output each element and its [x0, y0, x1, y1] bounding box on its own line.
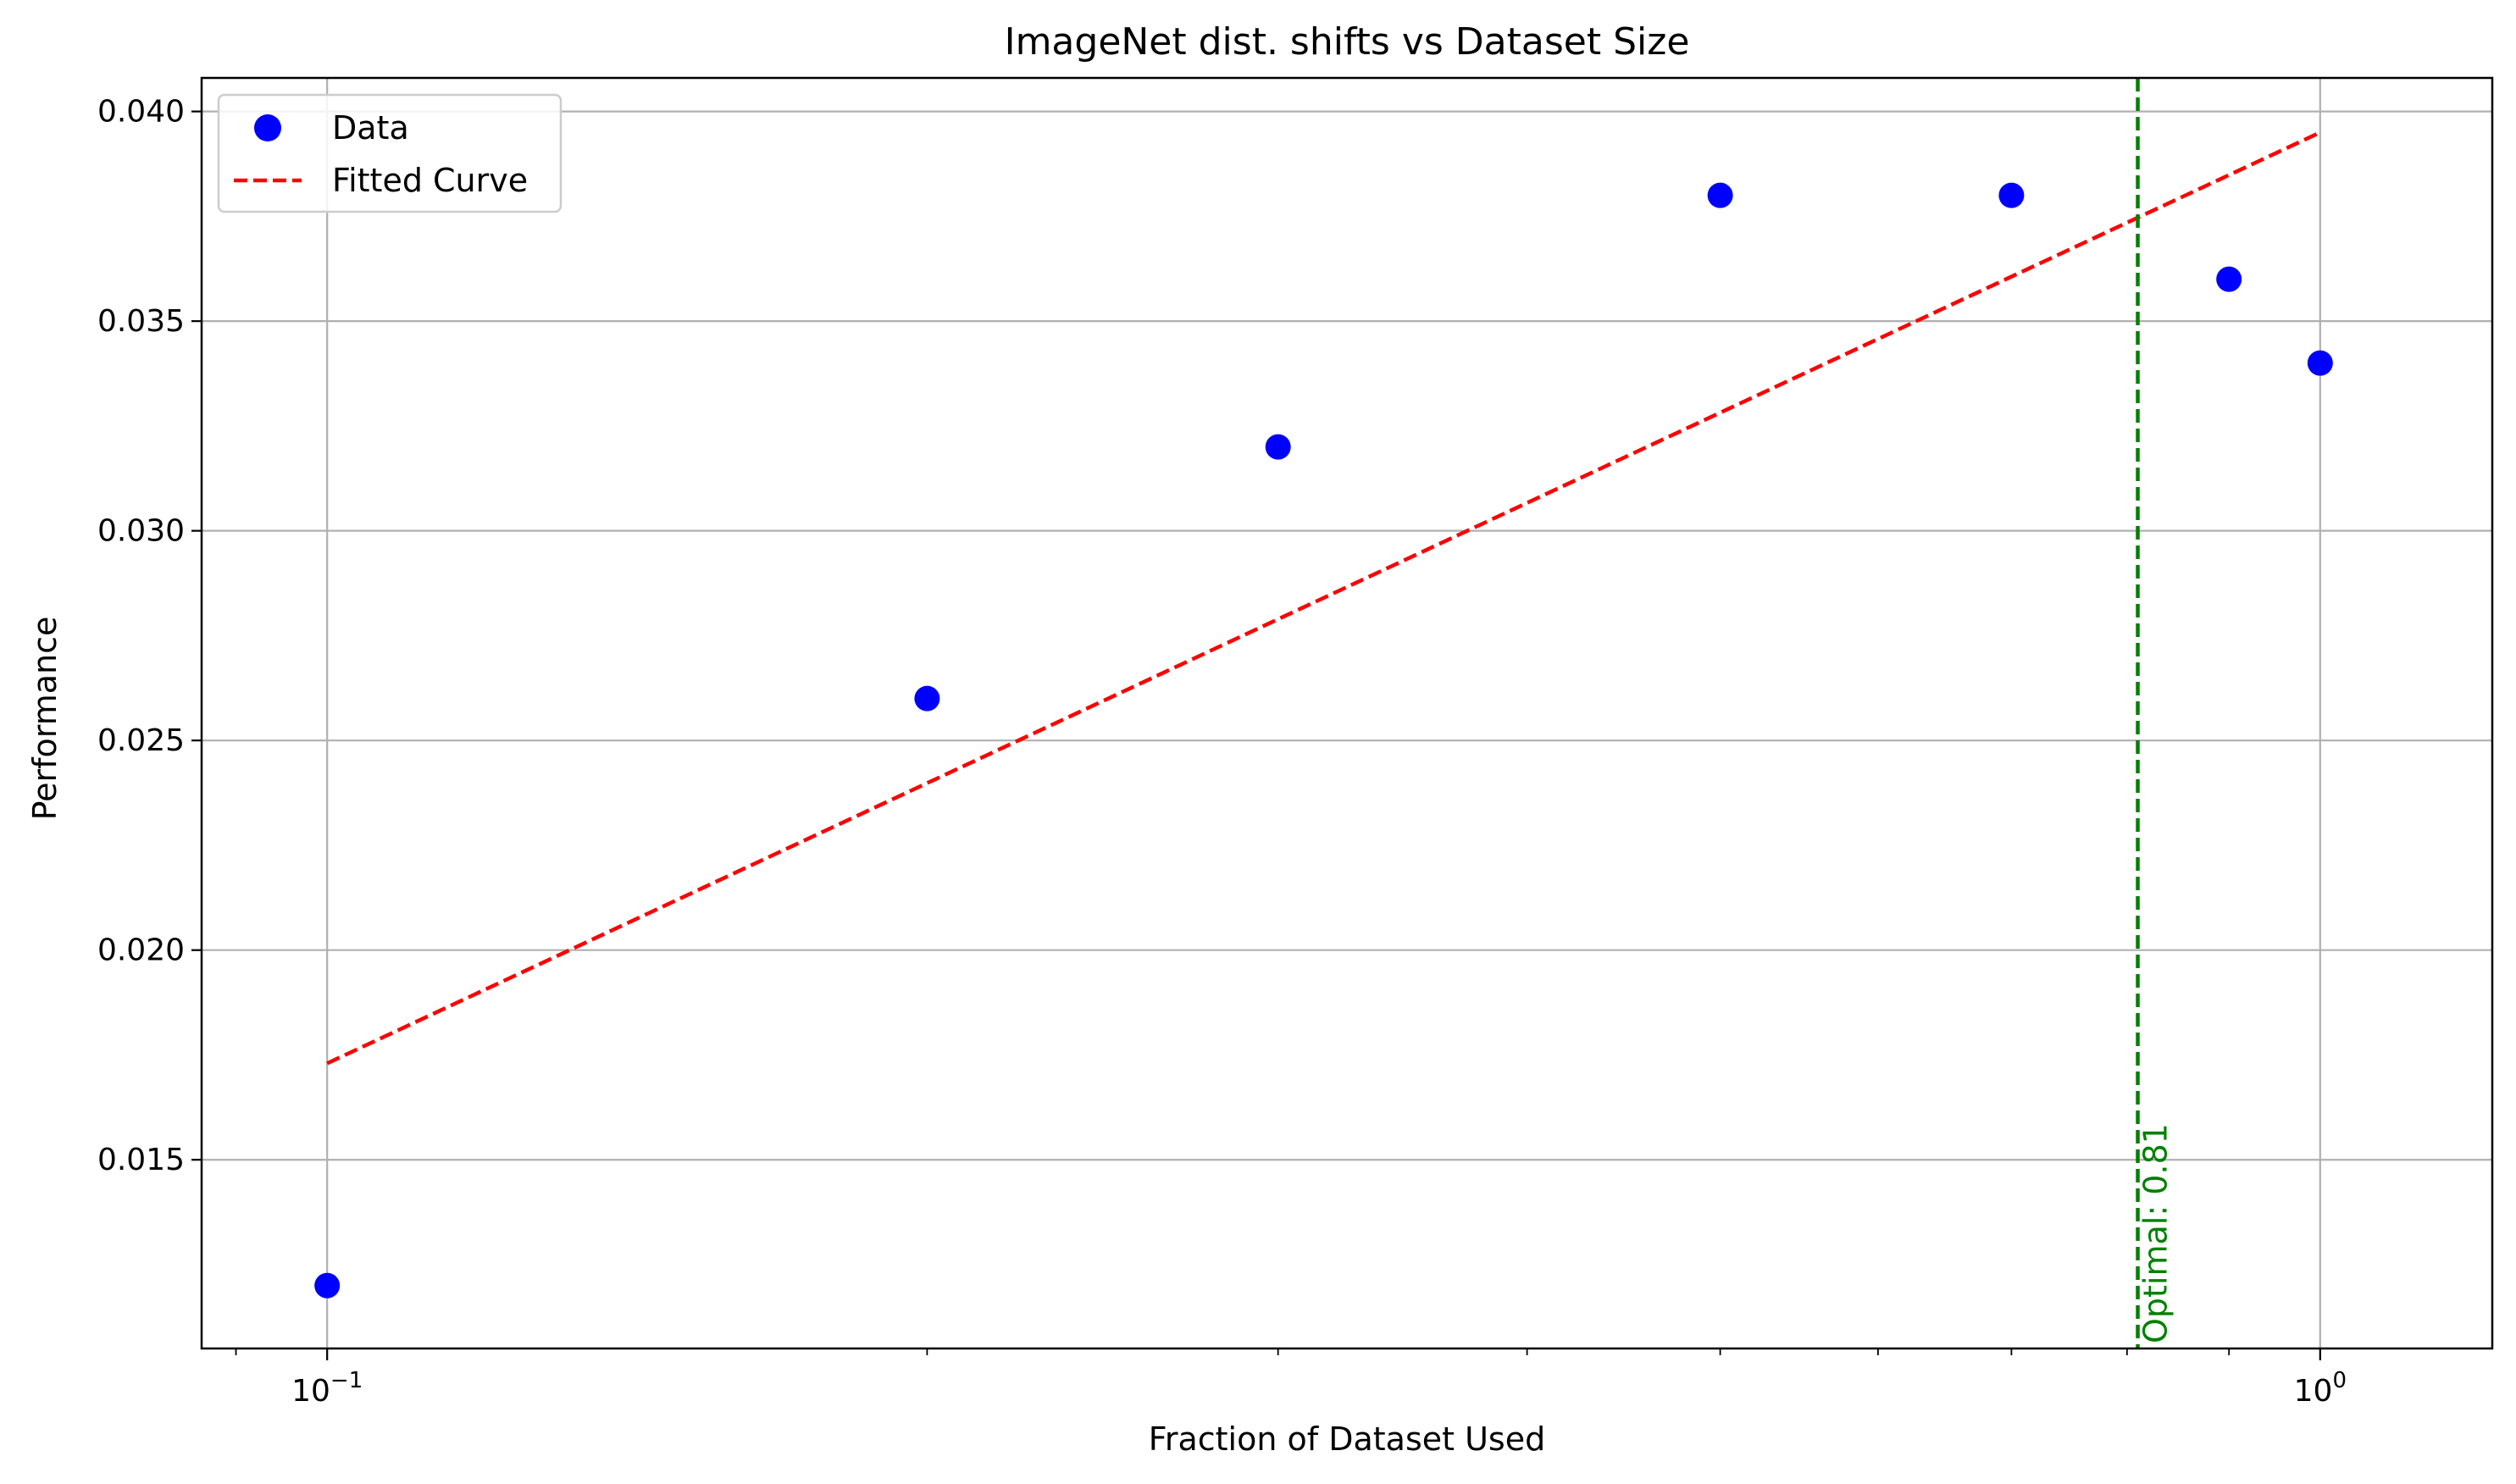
fitted-curve-layer: [326, 130, 2321, 1066]
y-axis-ticks: 0.015 0.020 0.025 0.030 0.035 0.040: [97, 95, 202, 1177]
data-points-layer: [314, 182, 2333, 1298]
y-tick-label: 0.020: [97, 933, 185, 968]
data-point: [2216, 266, 2242, 292]
optimal-line-layer: Optimal: 0.81: [2136, 78, 2175, 1348]
y-tick-label: 0.040: [97, 95, 185, 130]
data-point: [1265, 434, 1291, 460]
data-point: [914, 685, 940, 712]
data-point: [314, 1272, 341, 1298]
legend-label-data: Data: [332, 109, 409, 147]
y-tick-label: 0.035: [97, 304, 185, 339]
y-tick-label: 0.025: [97, 723, 185, 758]
data-point: [2307, 350, 2333, 376]
plot-frame: [200, 76, 2494, 1350]
data-point: [1707, 182, 1733, 208]
minor-ticks: [235, 1348, 2231, 1355]
legend-box: [217, 93, 562, 213]
x-tick-label: 100: [2294, 1368, 2347, 1409]
x-axis-label: Fraction of Dataset Used: [1149, 1420, 1545, 1458]
x-tick-label: 10−1: [291, 1368, 363, 1409]
grid: [202, 78, 2492, 1348]
y-tick-label: 0.015: [97, 1143, 185, 1177]
optimal-label: Optimal: 0.81: [2137, 1123, 2175, 1343]
data-point: [1998, 182, 2025, 208]
chart-title: ImageNet dist. shifts vs Dataset Size: [1005, 20, 1690, 64]
legend-label-fitted-curve: Fitted Curve: [332, 162, 528, 199]
legend: Data Fitted Curve: [217, 93, 562, 213]
y-axis-label: Performance: [26, 617, 64, 821]
fitted-curve-line: [326, 130, 2321, 1066]
legend-marker-data: [254, 114, 281, 141]
y-tick-label: 0.030: [97, 514, 185, 549]
x-axis-ticks: 10−1 100: [291, 1348, 2347, 1409]
